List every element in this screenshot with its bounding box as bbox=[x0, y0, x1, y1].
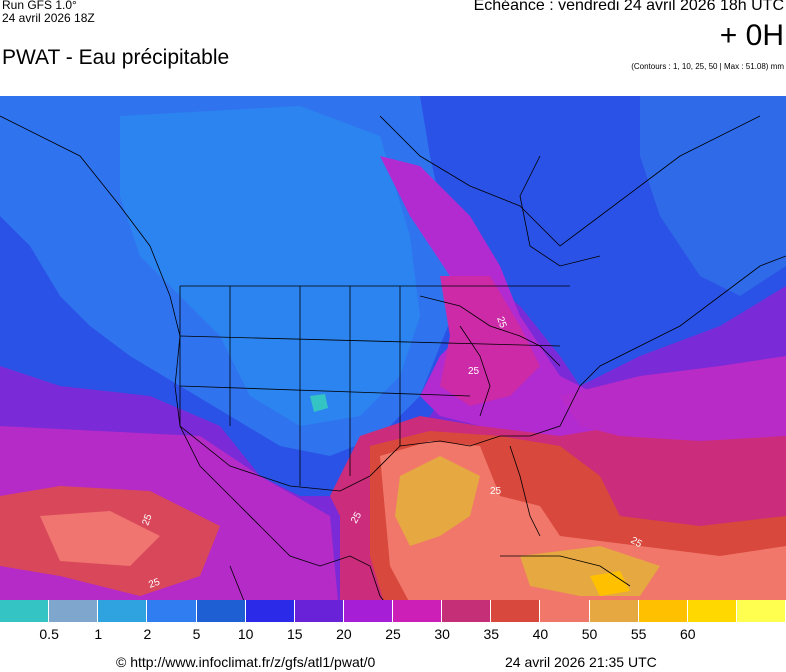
legend-swatch bbox=[540, 600, 590, 622]
legend-label: 55 bbox=[630, 626, 647, 642]
copyright: © http://www.infoclimat.fr/z/gfs/atl1/pw… bbox=[116, 654, 376, 670]
legend-swatch bbox=[343, 600, 393, 622]
contour-label-texas: 25 bbox=[349, 510, 364, 526]
contour-label-pacific-south: 25 bbox=[147, 577, 162, 591]
run-date: 24 avril 2026 18Z bbox=[2, 11, 95, 25]
legend-label: 10 bbox=[237, 626, 254, 642]
legend-swatch bbox=[147, 600, 197, 622]
contour-label-gulf: 25 bbox=[490, 486, 502, 497]
legend-label: 35 bbox=[483, 626, 500, 642]
legend-labels: 0.5 1 2 5 10 15 20 25 30 35 40 50 55 60 bbox=[0, 626, 786, 644]
legend-swatch bbox=[49, 600, 99, 622]
pwat-map: 25 25 25 25 25 25 25 bbox=[0, 96, 786, 622]
legend-swatch bbox=[736, 600, 786, 622]
legend-label: 40 bbox=[532, 626, 549, 642]
legend-swatch bbox=[491, 600, 541, 622]
color-legend bbox=[0, 600, 786, 622]
legend-label: 60 bbox=[679, 626, 696, 642]
legend-swatch bbox=[294, 600, 344, 622]
run-label: Run GFS 1.0° bbox=[2, 0, 77, 12]
legend-swatch bbox=[687, 600, 737, 622]
legend-swatch bbox=[393, 600, 443, 622]
legend-swatch bbox=[0, 600, 50, 622]
map-title: PWAT - Eau précipitable bbox=[2, 46, 230, 69]
legend-label: 5 bbox=[192, 626, 201, 642]
legend-swatch bbox=[196, 600, 246, 622]
legend-swatch bbox=[442, 600, 492, 622]
legend-swatch bbox=[98, 600, 148, 622]
legend-label: 2 bbox=[143, 626, 152, 642]
legend-label: 15 bbox=[286, 626, 303, 642]
legend-label: 0.5 bbox=[39, 626, 59, 642]
contours-note: (Contours : 1, 10, 25, 50 | Max : 51.08)… bbox=[631, 62, 784, 71]
contour-label-pacific-north: 25 bbox=[140, 512, 154, 527]
legend-swatch bbox=[245, 600, 295, 622]
legend-label: 50 bbox=[581, 626, 598, 642]
lead-time: + 0H bbox=[719, 19, 784, 52]
legend-swatch bbox=[589, 600, 639, 622]
contour-label-great-lakes: 25 bbox=[494, 315, 508, 330]
valid-time: Echéance : vendredi 24 avril 2026 18h UT… bbox=[473, 0, 784, 14]
legend-label: 20 bbox=[336, 626, 352, 642]
legend-swatch bbox=[638, 600, 688, 622]
contour-label-michigan: 25 bbox=[468, 366, 480, 377]
generation-time: 24 avril 2026 21:35 UTC bbox=[505, 654, 657, 670]
legend-label: 25 bbox=[385, 626, 401, 642]
legend-label: 1 bbox=[94, 626, 103, 642]
legend-label: 30 bbox=[434, 626, 450, 642]
contour-label-caribbean: 25 bbox=[629, 535, 645, 550]
